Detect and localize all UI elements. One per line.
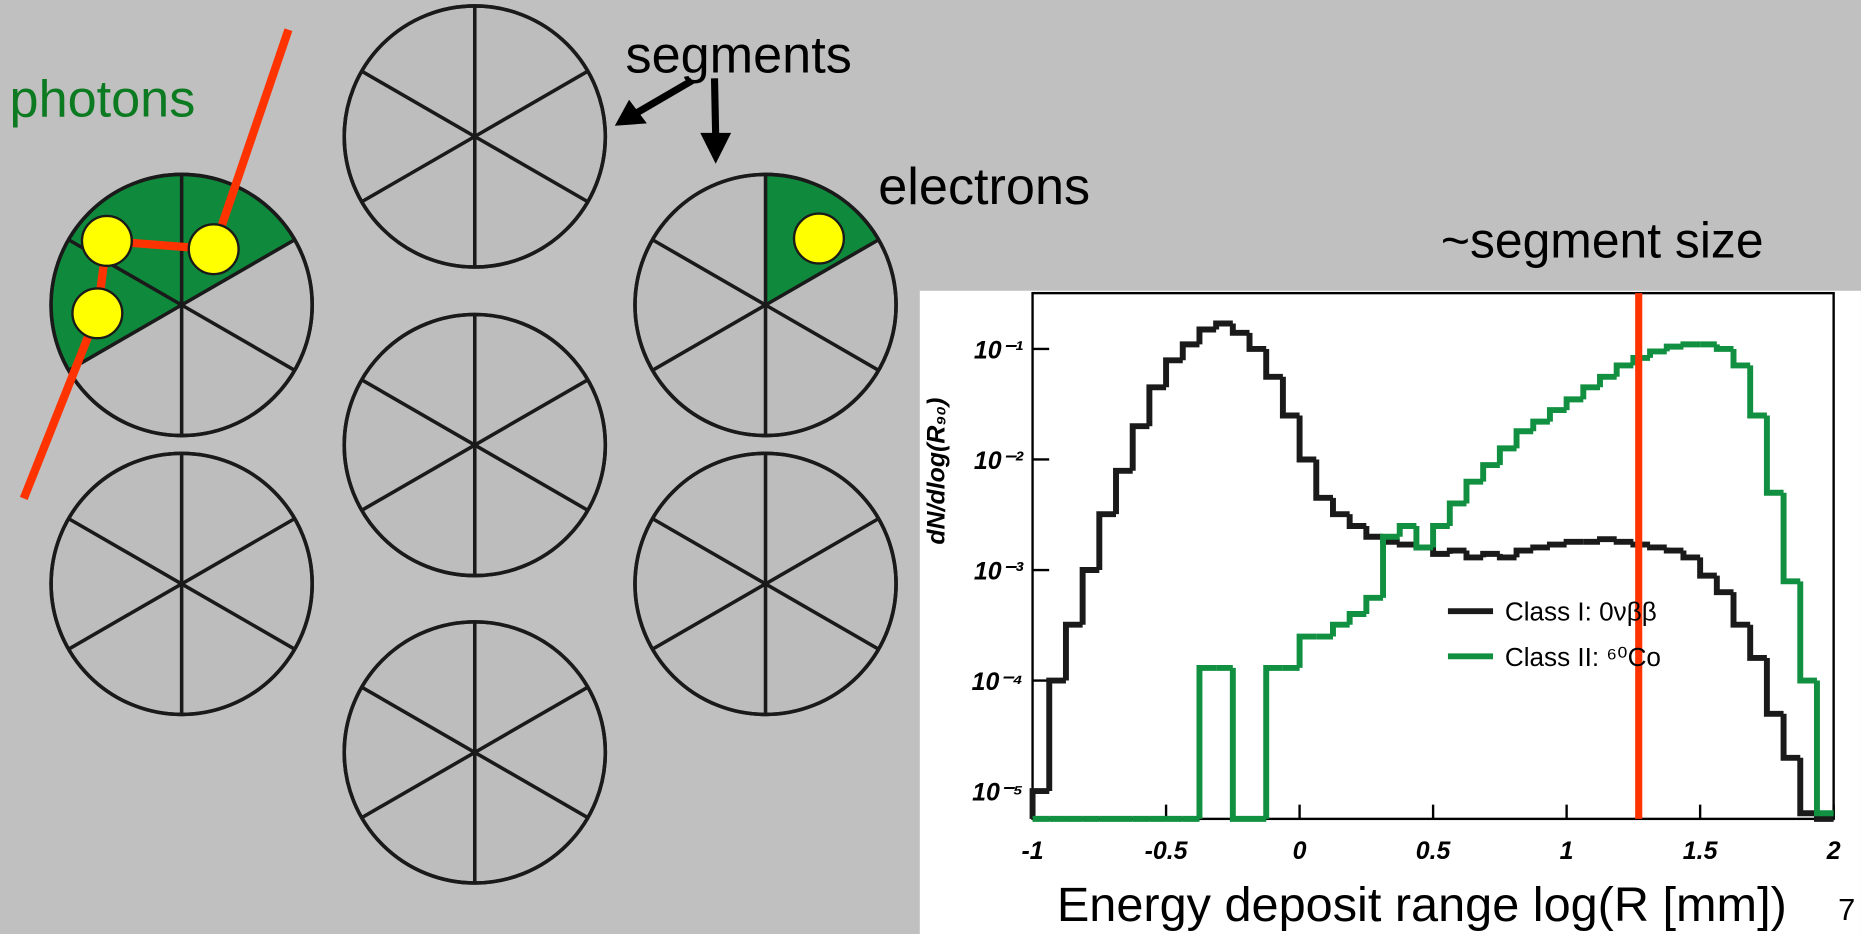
- y-tick-label: 10⁻⁴: [972, 668, 1023, 696]
- y-tick-label: 10⁻²: [974, 447, 1024, 475]
- histogram-step: [1550, 545, 1567, 548]
- histogram-step: [1650, 545, 1667, 548]
- interaction: [72, 288, 122, 338]
- y-axis-label: dN/dlog(R₉₀): [923, 398, 951, 545]
- interaction: [794, 214, 844, 264]
- page: photons segments electrons -1 -0.5 0 0.5 1 1.…: [0, 0, 1861, 934]
- x-tick-label: 0: [1293, 837, 1307, 865]
- x-tick-label: 2: [1826, 837, 1841, 865]
- histogram-step: [1567, 542, 1584, 545]
- y-tick-label: 10⁻³: [974, 558, 1024, 586]
- x-tick-label: 1.5: [1683, 837, 1719, 865]
- histogram-step: [1533, 547, 1550, 550]
- y-tick-label: 10⁻⁵: [972, 779, 1023, 807]
- legend-label: Class I: 0νββ: [1505, 597, 1657, 627]
- segments-label: segments: [625, 26, 851, 84]
- arrow: [715, 78, 716, 136]
- histogram-step: [1617, 539, 1634, 542]
- y-tick-label: 10⁻¹: [974, 336, 1023, 364]
- legend-label: Class II: ⁶⁰Co: [1505, 642, 1661, 672]
- x-tick-label: 1: [1560, 837, 1574, 865]
- x-tick-label: -0.5: [1145, 837, 1189, 865]
- x-tick-label: 0.5: [1416, 837, 1452, 865]
- page-number: 7: [1838, 892, 1855, 927]
- interaction: [189, 224, 239, 274]
- chart-panel: [920, 291, 1861, 934]
- x-tick-label: -1: [1021, 837, 1043, 865]
- x-axis-label: Energy deposit range log(R [mm]): [1057, 878, 1787, 932]
- histogram-step: [1667, 547, 1684, 550]
- annotation: ~segment size: [1441, 213, 1764, 269]
- histogram-step: [1683, 344, 1700, 346]
- photons-label: photons: [10, 70, 196, 128]
- slide: photons segments electrons -1 -0.5 0 0.5 1 1.…: [0, 0, 1861, 934]
- interaction: [82, 216, 132, 266]
- electrons-label: electrons: [878, 158, 1090, 216]
